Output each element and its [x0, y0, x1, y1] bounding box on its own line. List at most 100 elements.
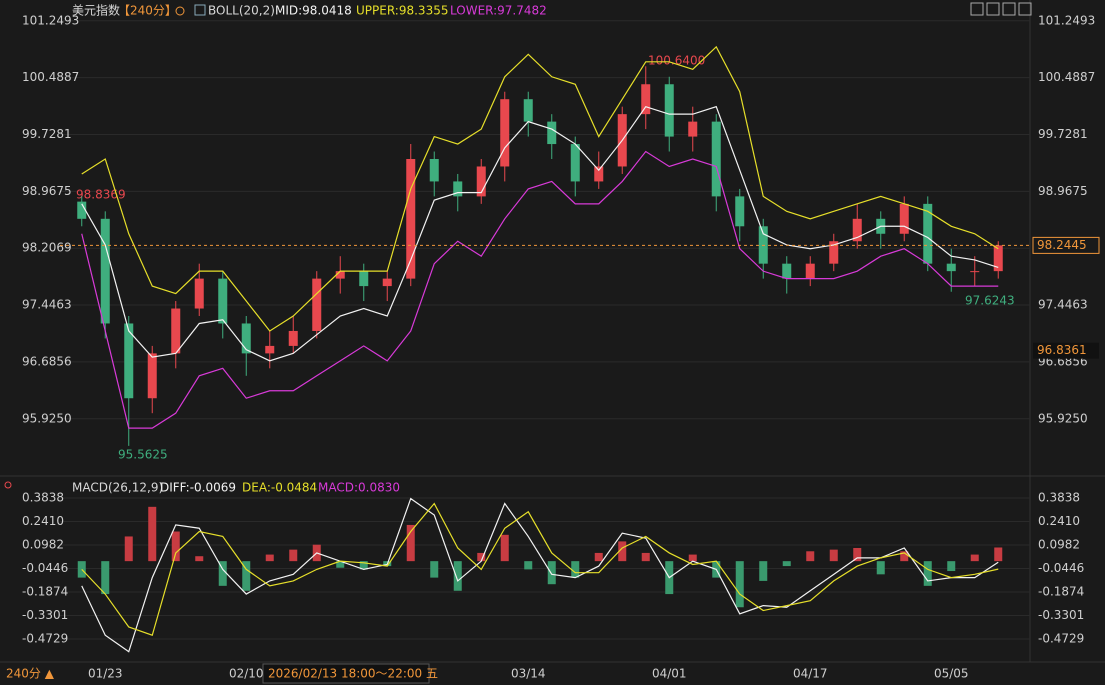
cursor-time: 2026/02/13 18:00～22:00 五 [268, 667, 438, 681]
macd-bar [265, 554, 274, 562]
legend-lower: LOWER:97.7482 [450, 4, 547, 18]
candle-body [453, 181, 463, 197]
period[interactable]: 【240分】 [118, 4, 177, 18]
candle-body [265, 345, 275, 354]
macd-bar [148, 506, 157, 562]
marker-price-label: 96.8361 [1037, 343, 1087, 357]
macd-bar [477, 552, 486, 562]
candle-body [664, 84, 674, 137]
candle-body [124, 323, 134, 399]
period-icon[interactable] [175, 6, 185, 16]
candle-body [359, 271, 369, 287]
macd-bar [242, 561, 251, 591]
tool-button[interactable] [970, 2, 984, 16]
y-tick-label: 0.3838 [22, 490, 64, 504]
macd-bar [594, 552, 603, 562]
candle-body [547, 121, 557, 145]
y-tick-label: 96.6856 [22, 354, 72, 368]
candle-body [241, 323, 251, 354]
candle-body [429, 159, 439, 182]
candle-body [735, 196, 745, 227]
candle-body [641, 84, 651, 115]
candle-body [829, 241, 839, 264]
cursor-time-box [262, 663, 430, 684]
toolbar [970, 2, 1032, 16]
x-tick-label: 01/23 [88, 667, 123, 681]
y-tick-label-right: 97.4463 [1038, 298, 1088, 312]
macd-bar [406, 524, 415, 562]
y-tick-label: -0.1874 [22, 585, 68, 599]
candle-body [805, 263, 815, 279]
legend-upper: UPPER:98.3355 [356, 4, 448, 18]
tool-button[interactable] [1002, 2, 1016, 16]
annotation: 100.6400 [648, 54, 705, 68]
y-tick-label: 99.7281 [22, 127, 72, 141]
y-tick-label-right: 95.9250 [1038, 411, 1088, 425]
y-tick-label-right: 0.2410 [1038, 514, 1080, 528]
x-tick-label: 03/14 [511, 667, 546, 681]
candle-body [923, 203, 933, 264]
candle-body [594, 166, 604, 182]
y-tick-label-right: 98.9675 [1038, 184, 1088, 198]
candle-body [335, 271, 345, 279]
candle-body [946, 263, 956, 272]
candle-body [194, 278, 204, 309]
candle-body [218, 278, 228, 324]
candle-body [312, 278, 322, 331]
macd-bar [336, 561, 345, 568]
macd-bar [806, 551, 815, 562]
macd-icon[interactable] [4, 481, 12, 489]
macd-bar [101, 561, 110, 595]
y-tick-label-right: -0.0446 [1038, 561, 1084, 575]
macd-bar [359, 561, 368, 570]
instrument-title: 美元指数 [72, 3, 120, 18]
tool-button[interactable] [1018, 2, 1032, 16]
macd-bar [618, 541, 627, 562]
macd-bar [453, 561, 462, 591]
candle-body [570, 144, 580, 182]
legend-mid: MID:98.0418 [275, 4, 352, 18]
candle-body [711, 121, 721, 197]
candle-body [782, 263, 792, 279]
candle-body [500, 99, 510, 167]
y-tick-label: 0.2410 [22, 514, 64, 528]
last-price-box [1032, 236, 1100, 254]
y-tick-label: -0.0446 [22, 561, 68, 575]
indicator-icon[interactable] [194, 4, 206, 16]
macd-bar [124, 536, 133, 562]
candle-body [288, 330, 298, 346]
band-line [81, 150, 999, 429]
x-tick-label: 05/05 [934, 667, 969, 681]
tool-button[interactable] [986, 2, 1000, 16]
macd-bar [171, 531, 180, 562]
y-tick-label: 98.2069 [22, 241, 72, 255]
candle-body [970, 271, 980, 273]
candle-body [77, 201, 87, 219]
y-tick-label-right: 100.4887 [1038, 70, 1095, 84]
macd-bar [571, 561, 580, 578]
y-tick-label-right: -0.1874 [1038, 585, 1084, 599]
macd-line [81, 497, 999, 653]
candle-body [476, 166, 486, 197]
macd-bar [970, 554, 979, 562]
macd-bar [923, 561, 932, 586]
macd-bar [853, 547, 862, 562]
y-tick-label: 95.9250 [22, 411, 72, 425]
candle-body [382, 278, 392, 287]
y-tick-label-right: 99.7281 [1038, 127, 1088, 141]
marker-price-box [1033, 342, 1099, 359]
macd-bar [900, 551, 909, 562]
y-tick-label: -0.3301 [22, 608, 68, 622]
band-line [81, 105, 999, 362]
candle-body [852, 218, 862, 242]
macd-bar [289, 549, 298, 562]
last-price-label: 98.2445 [1037, 238, 1087, 252]
y-tick-label: 0.0982 [22, 537, 64, 551]
x-tick-label: 04/17 [793, 667, 828, 681]
y-tick-label: 97.4463 [22, 298, 72, 312]
y-tick-label: 98.9675 [22, 184, 72, 198]
period-button[interactable]: 240分 ▲ [6, 667, 55, 681]
macd-bar [547, 561, 556, 585]
macd-bar [524, 561, 533, 570]
